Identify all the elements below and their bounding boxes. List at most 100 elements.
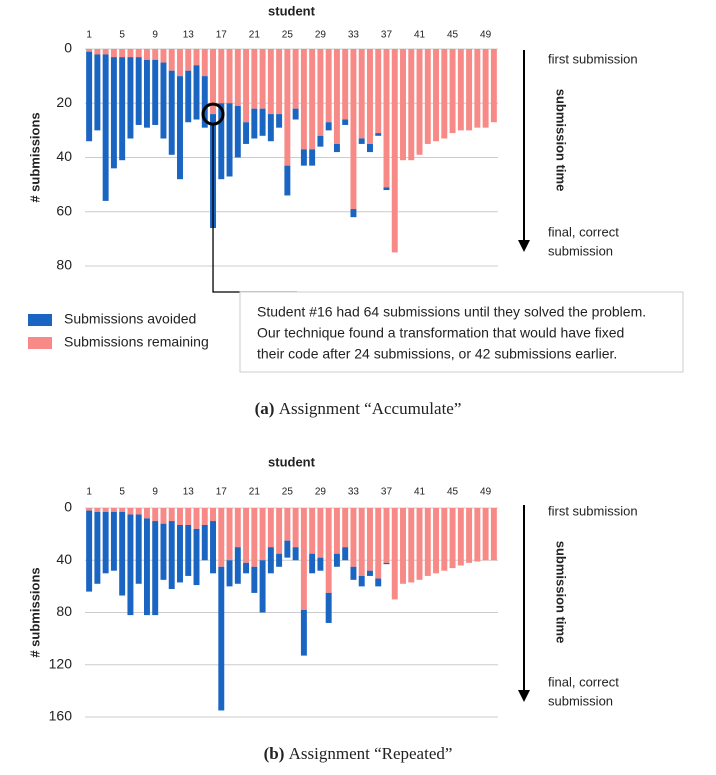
y-tick-label: 40: [56, 551, 72, 567]
bar-segment: [325, 49, 332, 123]
bar-segment: [135, 514, 142, 584]
bar-segment: [350, 209, 357, 218]
bar-segment: [143, 49, 150, 60]
bar-segment: [119, 49, 126, 58]
bar-segment: [143, 59, 150, 128]
bar-segment: [168, 508, 175, 522]
bar-segment: [226, 560, 233, 587]
bar-segment: [251, 508, 258, 567]
bar-segment: [350, 49, 357, 210]
bar-segment: [168, 49, 175, 71]
bar-segment: [94, 508, 101, 512]
x-tick-label: 33: [348, 487, 360, 498]
bar-segment: [424, 49, 431, 144]
x-tick-label: 37: [381, 487, 393, 498]
bar-segment: [309, 49, 316, 150]
bar-segment: [201, 49, 208, 77]
bar-segment: [416, 508, 423, 580]
bar-segment: [375, 133, 382, 136]
legend-swatch: [28, 337, 52, 349]
x-tick-label: 9: [152, 30, 158, 41]
bar-segment: [110, 508, 117, 512]
bar-segment: [119, 57, 126, 161]
bar-segment: [342, 547, 349, 561]
bar-segment: [325, 508, 332, 593]
bar-segment: [342, 508, 349, 548]
y-tick-label: 20: [56, 94, 72, 110]
bar-segment: [193, 49, 200, 66]
y-tick-label: 0: [64, 499, 72, 515]
bar-segment: [177, 76, 183, 180]
bar-segment: [342, 119, 349, 125]
bar-segment: [375, 578, 382, 587]
bar-segment: [185, 508, 192, 525]
bar-segment: [416, 49, 423, 155]
bar-segment: [251, 108, 258, 139]
x-axis-title: student: [268, 454, 316, 469]
side-note-axis: submission time: [554, 89, 569, 192]
bar-segment: [210, 521, 217, 574]
bar-segment: [317, 508, 324, 558]
caption-label: (a): [255, 399, 275, 418]
caption-text: Assignment “Accumulate”: [279, 399, 462, 418]
y-axis-title: # submissions: [27, 567, 42, 657]
bar-segment: [152, 49, 159, 60]
x-tick-label: 49: [480, 30, 492, 41]
bar-segment: [300, 149, 307, 166]
bar-segment: [201, 524, 208, 561]
bar-segment: [267, 49, 274, 115]
bar-segment: [110, 57, 117, 169]
x-tick-label: 41: [414, 487, 426, 498]
bar-segment: [234, 547, 241, 584]
bar-segment: [243, 562, 250, 574]
bar-segment: [94, 49, 101, 55]
x-tick-label: 37: [381, 30, 393, 41]
bar-segment: [102, 49, 109, 55]
bar-segment: [292, 508, 299, 548]
bar-segment: [457, 49, 464, 131]
bar-segment: [433, 49, 440, 142]
bar-segment: [325, 592, 332, 623]
bar-segment: [177, 508, 183, 525]
bar-segment: [276, 508, 283, 554]
caption-label: (b): [264, 744, 285, 763]
bar-segment: [408, 49, 415, 161]
bar-segment: [218, 566, 225, 711]
bar-segment: [333, 553, 340, 567]
bar-segment: [177, 49, 183, 77]
bar-segment: [152, 508, 159, 522]
callout-text: their code after 24 submissions, or 42 s…: [257, 346, 617, 362]
bar-segment: [358, 138, 365, 144]
bar-segment: [193, 508, 200, 529]
bar-segment: [168, 521, 175, 589]
x-tick-label: 1: [86, 30, 92, 41]
bar-segment: [383, 508, 390, 563]
bar-segment: [317, 135, 324, 147]
x-tick-label: 21: [249, 30, 261, 41]
x-tick-label: 17: [216, 487, 228, 498]
bar-segment: [441, 508, 448, 571]
bar-segment: [474, 508, 481, 562]
legend-label: Submissions avoided: [64, 311, 196, 327]
bar-segment: [309, 149, 316, 166]
y-tick-label: 0: [64, 40, 72, 56]
caption: (a) Assignment “Accumulate”: [255, 399, 462, 418]
bar-segment: [466, 508, 473, 563]
x-tick-label: 17: [216, 30, 228, 41]
bar-segment: [185, 49, 192, 71]
bar-segment: [350, 566, 357, 580]
bar-segment: [234, 508, 241, 548]
bar-segment: [366, 49, 373, 144]
bar-segment: [119, 511, 126, 596]
x-tick-label: 9: [152, 487, 158, 498]
y-tick-label: 60: [56, 202, 72, 218]
bar-segment: [284, 165, 291, 196]
bar-segment: [259, 508, 266, 561]
legend-label: Submissions remaining: [64, 334, 209, 350]
x-tick-label: 5: [119, 487, 125, 498]
bar-segment: [490, 508, 497, 561]
bar-segment: [193, 65, 200, 120]
bar-segment: [383, 49, 390, 188]
side-note-bottom: submission: [548, 243, 613, 258]
